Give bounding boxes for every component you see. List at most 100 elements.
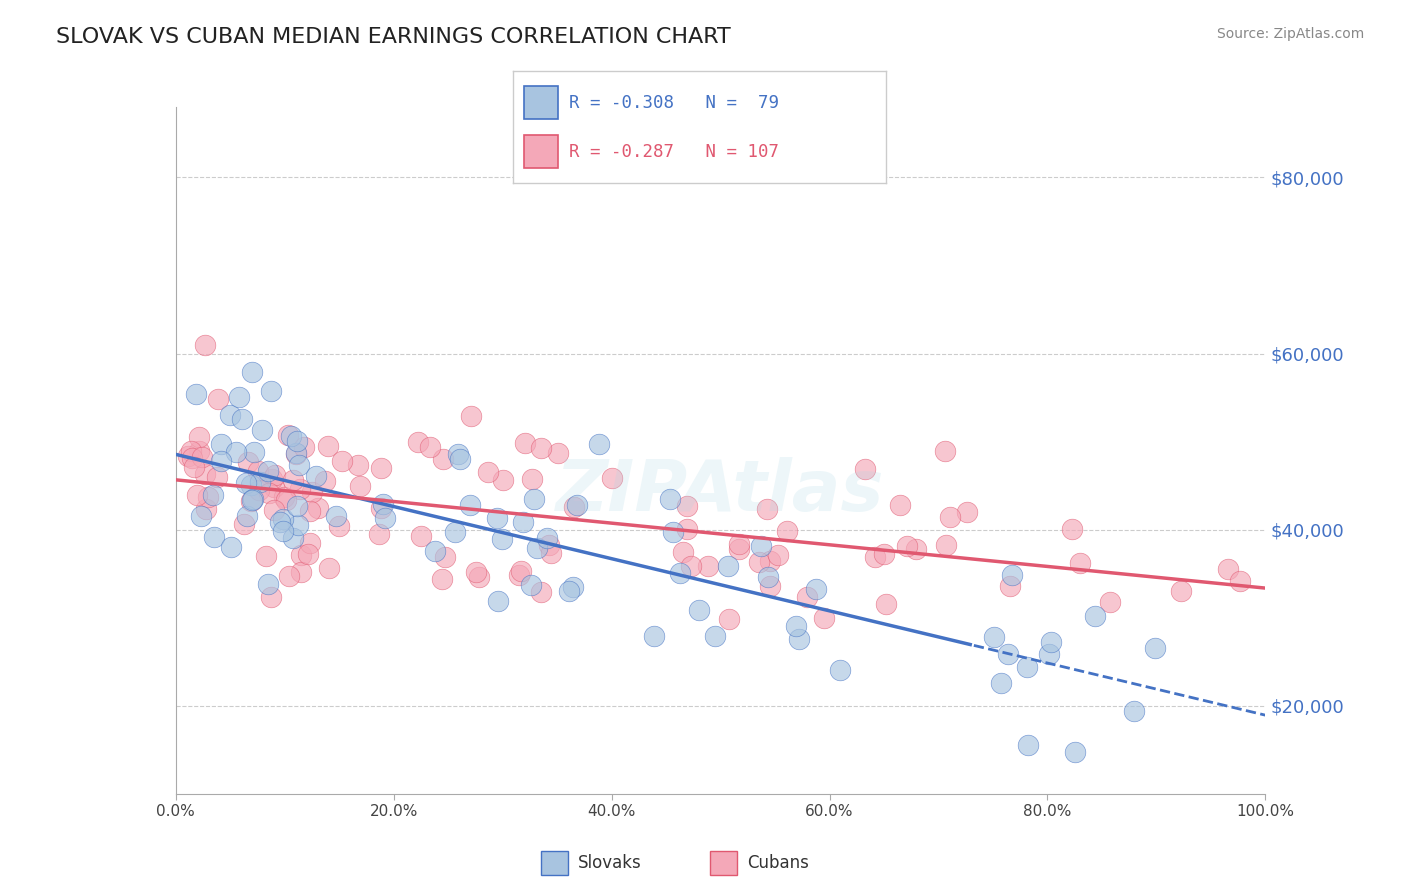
Point (256, 577, 278, 591)
Point (547, 446, 569, 460)
Point (1099, 595, 1122, 609)
Point (419, 440, 441, 454)
Point (669, 566, 692, 580)
Point (288, 458, 311, 472)
Point (1062, 522, 1084, 536)
Point (285, 446, 308, 460)
Point (316, 439, 339, 453)
Point (1084, 608, 1107, 623)
Point (177, 449, 200, 463)
Point (477, 465, 499, 479)
Text: Cubans: Cubans (747, 854, 808, 872)
Point (828, 663, 851, 677)
Point (766, 548, 789, 562)
Point (190, 508, 212, 523)
Point (277, 569, 299, 583)
Point (187, 443, 209, 458)
Point (180, 443, 202, 458)
Point (249, 475, 271, 489)
Point (202, 488, 225, 502)
Point (432, 451, 454, 466)
Point (1015, 660, 1038, 674)
Point (276, 427, 298, 442)
Point (301, 485, 323, 500)
Point (262, 472, 284, 486)
Point (600, 471, 623, 485)
Point (373, 497, 395, 511)
Point (240, 478, 263, 492)
Point (328, 518, 350, 533)
Point (290, 482, 312, 496)
Point (751, 539, 773, 553)
Point (207, 469, 229, 483)
Point (787, 632, 810, 646)
Point (540, 546, 562, 560)
Point (513, 435, 536, 450)
Point (1170, 584, 1192, 599)
Point (263, 503, 285, 517)
Point (290, 548, 312, 562)
Point (468, 569, 491, 583)
Point (297, 547, 319, 561)
Point (658, 491, 681, 506)
Point (1229, 574, 1251, 589)
Point (368, 526, 391, 541)
Point (873, 547, 896, 561)
Point (374, 511, 396, 525)
Point (318, 561, 340, 575)
Point (1218, 561, 1240, 575)
Point (298, 504, 321, 518)
Bar (541, 851, 568, 875)
Point (183, 459, 205, 474)
Point (643, 629, 665, 643)
Point (717, 559, 740, 574)
Point (519, 578, 541, 592)
Point (247, 483, 270, 498)
Point (875, 597, 897, 611)
Point (305, 469, 328, 483)
Point (236, 455, 259, 469)
Point (273, 491, 295, 505)
Point (209, 437, 232, 451)
Point (491, 533, 513, 547)
Point (939, 509, 962, 524)
Point (464, 565, 486, 579)
Text: R = -0.287   N = 107: R = -0.287 N = 107 (569, 143, 779, 161)
Point (207, 392, 229, 406)
Point (195, 502, 218, 516)
Point (785, 618, 807, 632)
Point (853, 462, 876, 476)
Point (865, 550, 887, 565)
Point (370, 500, 392, 515)
Point (285, 499, 308, 513)
Point (269, 515, 291, 529)
Point (804, 582, 827, 596)
Point (271, 524, 294, 538)
Point (307, 500, 329, 515)
Point (236, 508, 259, 523)
Text: R = -0.308   N =  79: R = -0.308 N = 79 (569, 94, 779, 112)
Point (796, 590, 818, 604)
Point (184, 387, 207, 401)
Point (492, 473, 515, 487)
Point (285, 447, 308, 461)
Point (408, 435, 430, 450)
Point (558, 584, 581, 599)
Point (1069, 557, 1091, 571)
Point (696, 559, 718, 574)
Point (433, 550, 456, 565)
Point (588, 437, 610, 451)
Point (314, 474, 336, 488)
Point (260, 590, 283, 604)
Point (676, 500, 699, 514)
Bar (524, 86, 558, 120)
Point (934, 444, 956, 458)
Point (280, 429, 302, 443)
Point (299, 535, 322, 549)
Point (530, 585, 553, 599)
Point (1038, 647, 1060, 661)
Point (776, 524, 799, 538)
Point (447, 447, 470, 461)
Point (889, 498, 911, 512)
Point (756, 570, 779, 584)
